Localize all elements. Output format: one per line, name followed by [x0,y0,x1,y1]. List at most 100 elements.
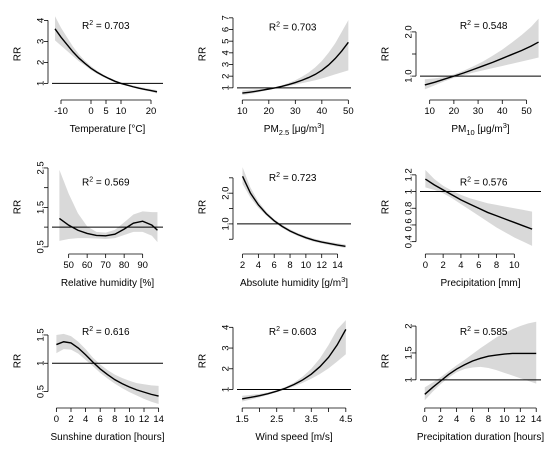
x-axis-label: Temperature [°C] [70,124,146,135]
x-tick-label: 40 [317,106,328,117]
x-tick-label: 12 [139,414,150,425]
x-tick-label: 10 [301,260,312,271]
y-tick-label: 2.0 [404,25,415,38]
x-tick-label: 14 [332,260,343,271]
x-tick-label: 2 [68,414,73,425]
panel-7: 0.5 1 1.5 0 2 4 6 8 10 12 14 RR Sunshine duration [h… [13,326,165,443]
panel-4: 0.5 1.5 2.5 50 60 70 80 90 RR Relative humidity [… [13,161,163,289]
y-tick-label: 2 [36,60,47,65]
y-tick-label: 2 [404,323,415,328]
y-tick-label: 1 [36,361,47,366]
rr-curve [242,329,347,400]
x-tick-label: 1.5 [236,414,249,425]
y-axis-label: RR [13,47,24,61]
y-tick-label: 4 [221,50,232,55]
y-tick-label: 2.0 [221,187,232,200]
rr-curve [56,341,159,397]
x-axis-label: Precipitation duration [hours] [417,432,545,443]
rr-curve [424,352,537,395]
x-tick-label: 50 [63,260,74,271]
y-tick-label: 1.5 [404,346,415,359]
y-tick-label: 5 [221,39,232,44]
x-tick-label: 2 [240,260,245,271]
rr-curve [58,217,158,237]
r-squared-annotation: R2 = 0.703 [269,21,317,33]
rr-curve [424,178,533,230]
y-tick-label: 4 [221,325,232,330]
x-tick-label: 60 [82,260,93,271]
y-tick-label: 2.5 [36,161,47,174]
y-tick-label: 0.5 [36,385,47,398]
y-tick-label: 1 [36,81,47,86]
y-tick-label: 1 [404,189,415,194]
rr-curve [241,175,346,248]
x-tick-label: 6 [98,414,103,425]
x-tick-label: 0 [54,414,59,425]
panel-3: 1.0 2.0 10 20 30 40 50 RR PM10 [μg/m3] R2 = 0.548 [381,18,541,137]
y-tick-label: 1 [221,85,232,90]
r-squared-annotation: R2 = 0.703 [82,20,130,32]
y-tick-label: 1.0 [221,217,232,230]
confidence-band [242,167,346,248]
panel-5: 1.0 2.0 2 4 6 8 10 12 14 RR Absolute humidity [g/m… [198,167,351,289]
confidence-band [56,333,159,404]
x-tick-label: 5 [103,106,108,117]
x-tick-label: 20 [146,106,157,117]
y-axis-label: RR [198,354,209,368]
y-tick-label: 1 [221,387,232,392]
x-tick-label: 10 [116,106,127,117]
r-squared-annotation: R2 = 0.569 [82,177,130,189]
x-tick-label: 4 [454,414,459,425]
x-axis-label: Wind speed [m/s] [255,432,332,443]
y-tick-label: 6 [221,27,232,32]
y-tick-label: 1.2 [404,168,415,181]
x-tick-label: 10 [499,414,510,425]
y-axis-label: RR [13,354,24,368]
rr-curve [242,41,349,94]
r-squared-annotation: R2 = 0.723 [269,172,317,184]
x-tick-label: 10 [424,106,435,117]
x-axis-label: Absolute humidity [g/m3] [240,275,348,289]
x-tick-label: 14 [153,414,164,425]
y-tick-label: 1.5 [36,328,47,341]
y-tick-label: 3 [221,62,232,67]
y-tick-label: 3 [36,39,47,44]
panel-1: 1 2 3 4 -10 0 5 10 20 RR Temperature [°C] R2 = 0.70… [13,16,163,135]
y-tick-label: 0.4 [404,235,415,248]
y-axis-label: RR [198,47,209,61]
x-tick-label: 8 [287,260,292,271]
x-tick-label: 20 [264,106,275,117]
x-tick-label: 14 [531,414,542,425]
x-tick-label: 70 [100,260,111,271]
x-tick-label: 90 [137,260,148,271]
panel-2: 1 2 3 4 5 6 7 10 20 30 40 50 RR PM2.5 [μg/m3] R2 = 0.7… [198,15,354,137]
x-tick-label: 2 [440,260,445,271]
x-tick-label: 6 [476,260,481,271]
y-tick-label: 7 [221,15,232,20]
rr-curve [54,28,158,93]
x-tick-label: 50 [343,106,354,117]
y-tick-label: 1.5 [36,201,47,214]
panel-8: 1 2 3 4 1.5 2.5 3.5 4.5 RR Wind speed [m/s] R2 = 0… [198,320,352,443]
r-squared-annotation: R2 = 0.603 [269,326,317,338]
x-tick-label: 8 [494,260,499,271]
y-axis-label: RR [198,200,209,214]
x-tick-label: 2 [438,414,443,425]
x-tick-label: 12 [515,414,526,425]
x-tick-label: 0 [423,260,428,271]
x-tick-label: 4 [458,260,463,271]
r-squared-annotation: R2 = 0.616 [82,326,130,338]
x-tick-label: 4 [83,414,88,425]
panel-6: 0.4 0.6 0.8 1 1.2 0 2 4 6 8 10 RR Precipitation [mm]… [381,168,541,289]
y-axis-label: RR [13,200,24,214]
x-tick-label: 0 [422,414,427,425]
x-tick-label: 20 [449,106,460,117]
r-squared-annotation: R2 = 0.576 [460,177,508,189]
x-tick-label: 6 [470,414,475,425]
x-tick-label: 30 [290,106,301,117]
x-tick-label: 10 [237,106,248,117]
y-axis-label: RR [381,200,392,214]
x-axis-label: Sunshine duration [hours] [51,432,165,443]
